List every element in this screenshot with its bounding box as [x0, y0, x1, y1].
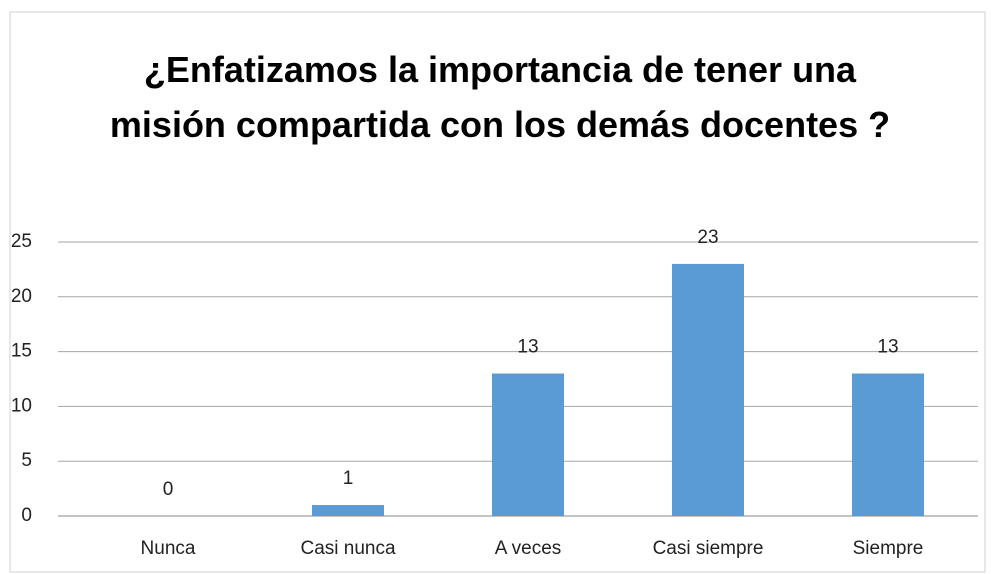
- chart-title: ¿Enfatizamos la importancia de tener una…: [109, 49, 891, 145]
- bar: [852, 373, 924, 516]
- y-tick-label: 20: [11, 286, 32, 307]
- y-tick-label: 5: [21, 450, 32, 471]
- data-label: 23: [697, 227, 718, 248]
- bar: [312, 505, 384, 516]
- data-label: 13: [517, 337, 538, 358]
- y-tick-label: 0: [21, 505, 32, 526]
- y-tick-label: 25: [11, 231, 32, 252]
- x-tick-label: Nunca: [141, 538, 196, 559]
- bar: [492, 373, 564, 516]
- y-tick-label: 15: [11, 341, 32, 362]
- y-tick-label: 10: [11, 395, 32, 416]
- data-label: 1: [343, 468, 354, 489]
- data-label: 13: [877, 337, 898, 358]
- x-tick-label: A veces: [495, 538, 562, 559]
- x-tick-label: Casi siempre: [653, 538, 764, 559]
- x-tick-label: Casi nunca: [300, 538, 395, 559]
- x-tick-label: Siempre: [853, 538, 924, 559]
- bar: [672, 263, 744, 516]
- data-label: 0: [163, 479, 174, 500]
